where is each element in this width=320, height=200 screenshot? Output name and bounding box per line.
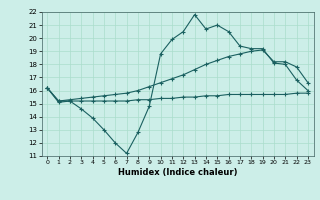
X-axis label: Humidex (Indice chaleur): Humidex (Indice chaleur) (118, 168, 237, 177)
